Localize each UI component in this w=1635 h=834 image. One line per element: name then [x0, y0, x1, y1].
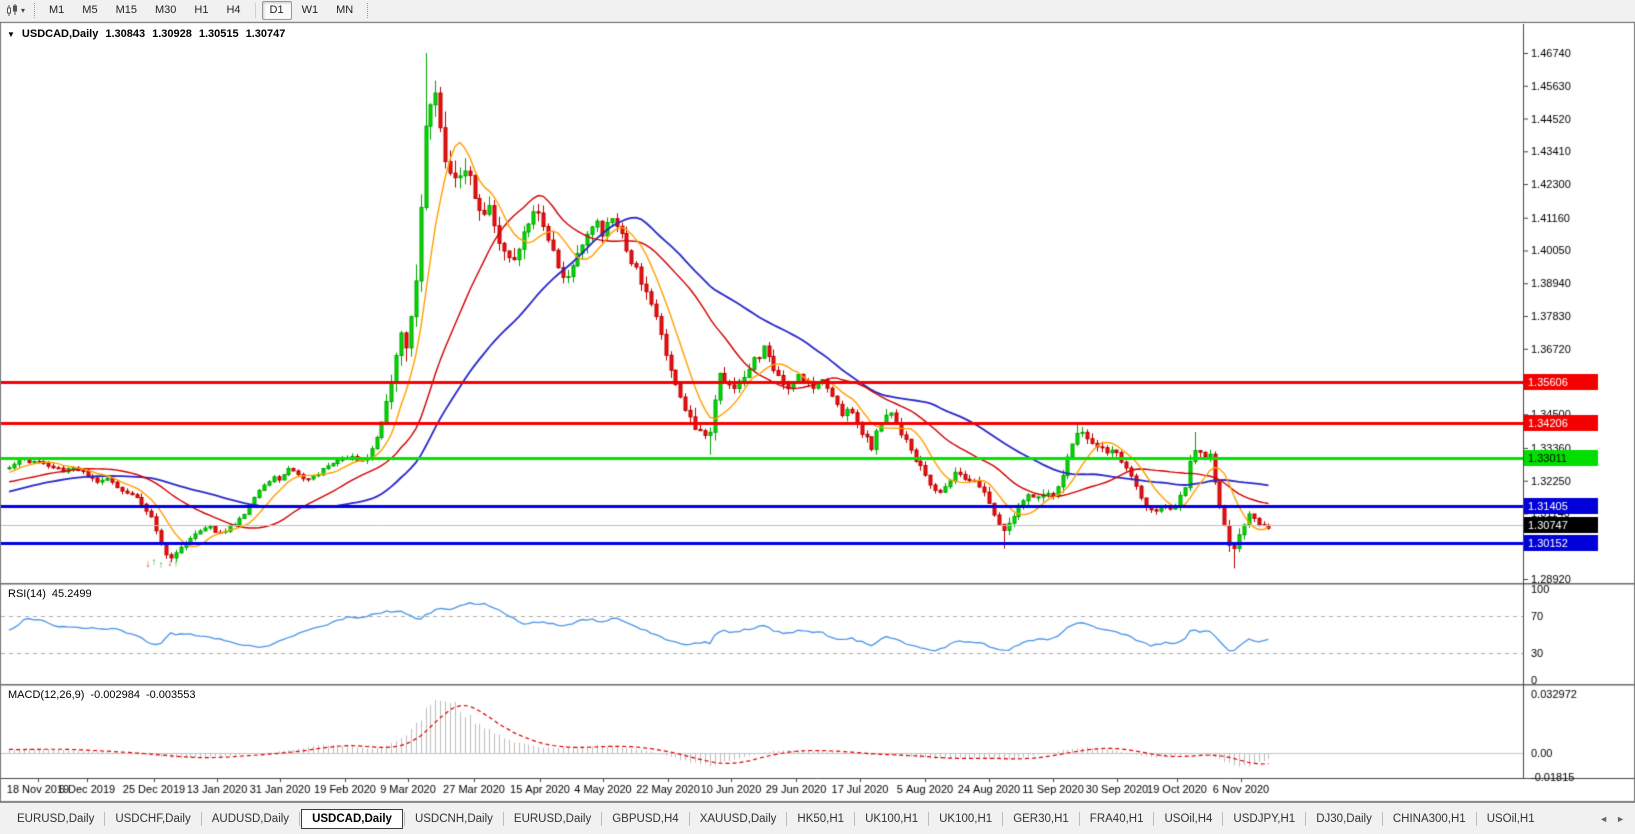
tab-divider [1222, 811, 1224, 826]
timeframe-button-m15[interactable]: M15 [115, 4, 137, 16]
tab-divider [502, 811, 504, 826]
tab-divider [1078, 811, 1080, 826]
rsi-indicator-label: RSI(14) 45.2499 [8, 588, 92, 600]
timeframe-button-mn[interactable]: MN [336, 4, 354, 16]
tab-dj30-daily[interactable]: DJ30,Daily [1316, 812, 1372, 825]
chart-window: ▼ USDCAD,Daily 1.30843 1.30928 1.30515 1… [0, 22, 1635, 802]
tab-divider [1002, 811, 1004, 826]
price-chart-canvas[interactable] [0, 22, 1635, 802]
tab-divider [1475, 811, 1477, 826]
tab-divider [786, 811, 788, 826]
tab-usoil-h1[interactable]: USOil,H1 [1486, 812, 1535, 825]
chart-type-dropdown-caret-icon[interactable]: ▾ [21, 6, 26, 15]
tab-ger30-h1[interactable]: GER30,H1 [1013, 812, 1069, 825]
tab-divider [928, 811, 930, 826]
scroll-tabs-left-icon[interactable]: ◄ [1599, 813, 1609, 824]
timeframe-button-h4[interactable]: H4 [226, 4, 241, 16]
toolbar: ▾ M1 M5 M15 M30 H1 H4 D1 W1 MN [0, 0, 1635, 22]
readout-close: 1.30747 [245, 28, 286, 40]
timeframe-button-h1[interactable]: H1 [194, 4, 209, 16]
macd-signal-value: -0.003553 [145, 689, 196, 701]
timeframe-button-m1[interactable]: M1 [49, 4, 65, 16]
toolbar-grip-handle[interactable] [34, 3, 36, 18]
tab-usdcnh-daily[interactable]: USDCNH,Daily [414, 812, 493, 825]
collapse-chart-icon[interactable]: ▼ [7, 29, 15, 39]
tab-xauusd-daily[interactable]: XAUUSD,Daily [699, 812, 777, 825]
tab-uk100-h1[interactable]: UK100,H1 [939, 812, 993, 825]
tab-uk100-h1[interactable]: UK100,H1 [865, 812, 919, 825]
tab-eurusd-daily[interactable]: EURUSD,Daily [17, 812, 95, 825]
tab-divider [1305, 811, 1307, 826]
toolbar-separator [254, 3, 256, 18]
tab-eurusd-daily[interactable]: EURUSD,Daily [513, 812, 592, 825]
tab-fra40-h1[interactable]: FRA40,H1 [1089, 812, 1144, 825]
tab-divider [299, 811, 301, 826]
readout-open: 1.30843 [105, 28, 146, 40]
timeframe-button-d1[interactable]: D1 [261, 1, 292, 20]
tab-divider [1381, 811, 1383, 826]
rsi-value: 45.2499 [51, 588, 92, 600]
tab-divider [688, 811, 690, 826]
symbol-readout: ▼ USDCAD,Daily 1.30843 1.30928 1.30515 1… [7, 28, 285, 40]
timeframe-button-m30[interactable]: M30 [154, 4, 177, 16]
tab-usdchf-daily[interactable]: USDCHF,Daily [115, 812, 191, 825]
timeframe-buttons: M1 M5 M15 M30 H1 H4 D1 W1 MN [41, 1, 361, 20]
tab-divider [601, 811, 603, 826]
tab-divider [854, 811, 856, 826]
scroll-tabs-right-icon[interactable]: ► [1616, 813, 1625, 824]
macd-indicator-label: MACD(12,26,9) -0.002984 -0.003553 [8, 689, 196, 701]
tab-usdcad-daily[interactable]: USDCAD,Daily [301, 808, 403, 829]
tab-china300-h1[interactable]: CHINA300,H1 [1392, 812, 1466, 825]
tab-divider [403, 811, 405, 826]
tab-hk50-h1[interactable]: HK50,H1 [797, 812, 845, 825]
tab-gbpusd-h4[interactable]: GBPUSD,H4 [612, 812, 679, 825]
candlestick-chart-icon[interactable] [4, 4, 20, 18]
readout-high: 1.30928 [152, 28, 192, 40]
tab-divider [1153, 811, 1155, 826]
tab-usoil-h4[interactable]: USOil,H4 [1164, 812, 1213, 825]
timeframe-button-m5[interactable]: M5 [82, 4, 98, 16]
macd-main-value: -0.002984 [90, 689, 140, 701]
tab-usdjpy-h1[interactable]: USDJPY,H1 [1233, 812, 1296, 825]
readout-low: 1.30515 [198, 28, 239, 40]
symbol-title: USDCAD,Daily [21, 28, 99, 40]
toolbar-grip-handle[interactable] [367, 3, 369, 18]
tab-audusd-daily[interactable]: AUDUSD,Daily [211, 812, 290, 825]
tab-divider [104, 811, 106, 826]
symbol-tab-bar: EURUSD,Daily USDCHF,Daily AUDUSD,Daily USDC… [0, 802, 1635, 834]
tab-divider [200, 811, 202, 826]
timeframe-button-w1[interactable]: W1 [301, 4, 319, 16]
